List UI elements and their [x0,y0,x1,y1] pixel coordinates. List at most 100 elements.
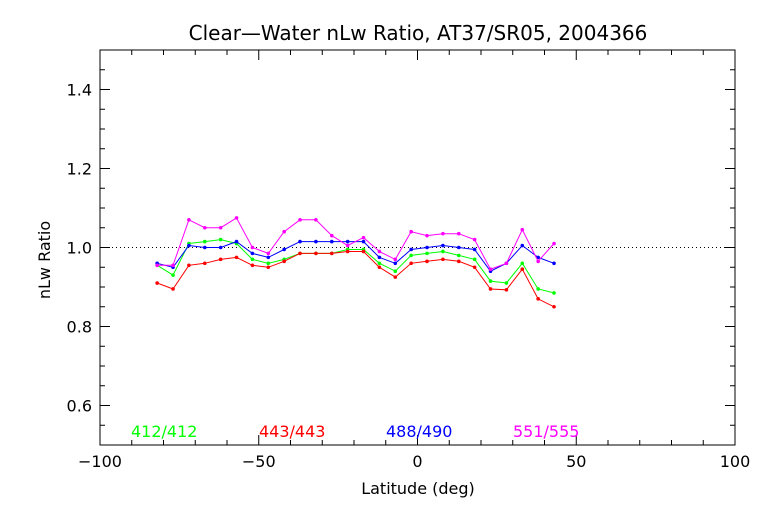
data-point [298,239,302,244]
data-point [250,251,255,256]
data-point [393,275,398,279]
data-point [552,261,556,266]
data-point [202,225,207,230]
data-point [456,245,461,250]
data-point [329,239,334,244]
data-point [187,263,191,268]
x-tick-label: −100 [78,452,122,471]
data-point [171,287,175,291]
data-point [250,245,255,250]
data-point [409,229,413,234]
data-point [187,218,191,222]
y-tick-label: 1.0 [67,239,92,258]
data-point [393,261,398,266]
data-point [361,249,366,254]
data-point [441,249,445,254]
data-point [266,261,271,266]
data-point [234,239,239,244]
series-1 [155,249,556,309]
series-2 [155,239,556,274]
data-point [282,259,286,264]
plot-frame [99,49,736,446]
data-point [314,239,318,244]
data-point [409,247,413,252]
data-point [266,255,271,260]
data-point [536,255,540,260]
data-point [234,216,239,220]
x-axis-label: Latitude (deg) [361,479,475,498]
data-point [536,259,540,264]
data-point [425,251,429,256]
data-point [155,281,159,285]
data-point [441,243,445,248]
legend-entry: 443/443 [259,422,325,441]
axis-tick-labels: −100 −50 0 50 100 0.6 0.8 1.0 1.2 1.4 [67,81,751,472]
data-point [425,233,429,238]
chart-title: Clear—Water nLw Ratio, AT37/SR05, 200436… [189,21,648,45]
data-point [552,304,556,309]
data-point [345,239,350,244]
data-point [504,281,509,285]
data-point [488,287,493,291]
series-line [157,217,555,270]
x-tick-label: −50 [242,452,276,471]
data-point [314,218,318,222]
data-point [504,287,509,292]
legend-entry: 412/412 [131,422,197,441]
data-point [345,249,350,254]
data-point [329,233,334,238]
y-tick-label: 0.8 [67,318,92,337]
data-point [345,243,350,248]
data-point [202,239,207,244]
data-point [361,239,366,244]
data-point [298,218,302,222]
series-group [155,216,556,309]
series-3 [155,216,556,272]
data-point [218,237,223,242]
data-point [314,251,318,256]
data-point [155,263,159,268]
data-point [472,257,477,262]
y-tick-label: 0.6 [67,397,92,416]
data-point [456,253,461,258]
data-point [329,251,334,256]
data-point [377,249,382,254]
data-point [441,257,445,262]
data-point [250,263,255,268]
data-point [536,297,540,301]
data-point [187,243,191,248]
data-point [488,279,493,283]
y-tick-label: 1.2 [67,160,92,179]
data-point [536,287,540,291]
x-tick-label: 100 [720,452,751,471]
data-point [266,251,271,256]
data-point [202,261,207,266]
data-point [282,229,286,234]
data-point [393,257,398,262]
legend: 412/412 443/443 488/490 551/555 [131,422,579,441]
data-point [266,265,271,270]
data-point [218,257,223,262]
data-point [171,263,175,268]
data-point [409,261,413,266]
data-point [377,255,382,260]
data-point [218,225,223,230]
data-point [234,255,239,260]
data-point [441,231,445,236]
data-point [282,247,286,252]
series-line [157,241,555,272]
data-point [520,243,525,248]
y-axis-label: nLw Ratio [35,221,54,299]
data-point [472,247,477,252]
x-tick-label: 0 [412,452,422,471]
series-line [157,251,555,308]
data-point [552,291,556,295]
data-point [425,259,429,264]
series-line [156,239,555,294]
data-point [520,227,525,232]
data-point [504,261,509,266]
data-point [456,259,461,264]
data-point [218,245,223,250]
data-point [393,269,398,274]
